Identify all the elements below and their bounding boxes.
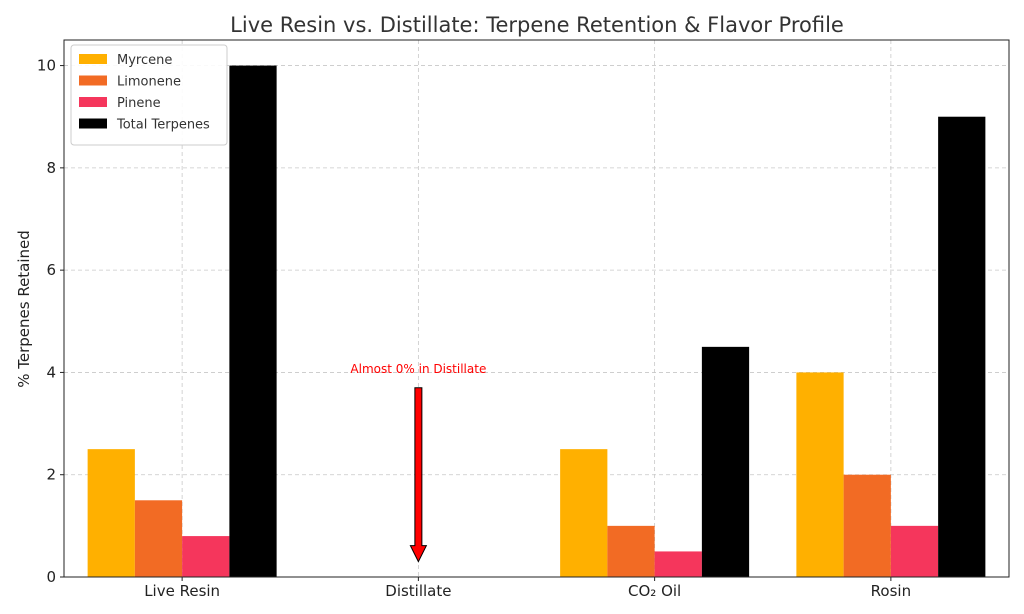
bar: [938, 116, 986, 577]
bar: [843, 474, 891, 577]
bar: [607, 525, 655, 577]
legend-label: Total Terpenes: [116, 118, 210, 133]
plot-frame: [63, 39, 1010, 578]
bar: [796, 372, 844, 577]
bar: [890, 525, 939, 577]
x-tick-label: Rosin: [871, 582, 911, 600]
annotation-text: Almost 0% in Distillate: [350, 362, 486, 376]
bar: [560, 449, 608, 577]
y-tick-label: 8: [46, 159, 56, 177]
bar: [87, 449, 135, 577]
bar: [229, 65, 277, 578]
chart-title: Live Resin vs. Distillate: Terpene Reten…: [230, 13, 844, 37]
y-tick-label: 0: [46, 568, 56, 586]
y-tick-label: 6: [46, 261, 56, 279]
y-axis-label: % Terpenes Retained: [15, 230, 33, 388]
legend-label: Myrcene: [117, 53, 172, 68]
legend: Myrcene Limonene Pinene Total Terpenes: [70, 44, 228, 146]
legend-swatch: [79, 75, 107, 86]
bar: [701, 346, 750, 577]
bars-layer: [87, 65, 986, 578]
y-tick-label: 2: [46, 466, 56, 484]
legend-box: [70, 44, 228, 146]
x-tick-label: Live Resin: [144, 582, 220, 600]
x-tick-label: CO₂ Oil: [628, 582, 681, 600]
annotation-arrow: [409, 387, 428, 563]
legend-label: Limonene: [117, 75, 181, 90]
bar: [182, 536, 230, 577]
legend-swatch: [79, 97, 107, 107]
bar: [654, 551, 702, 577]
y-tick-label: 4: [46, 363, 56, 381]
x-tick-label: Distillate: [385, 582, 451, 600]
annotation: Almost 0% in Distillate: [350, 362, 486, 563]
legend-swatch: [79, 54, 107, 64]
legend-swatch: [79, 118, 107, 129]
y-tick-label: 10: [37, 57, 56, 75]
bar: [134, 500, 183, 577]
legend-label: Pinene: [117, 96, 161, 111]
axes-layer: 0 2 4 6 8 10 Live Resin Distillate CO₂ Oil Rosin: [37, 39, 1010, 600]
